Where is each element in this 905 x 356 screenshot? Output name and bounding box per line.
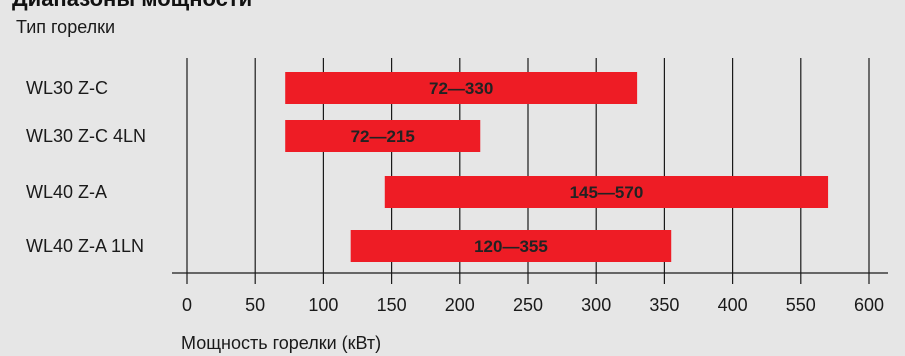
bar-value-label: 72—215 xyxy=(351,127,415,146)
range-bar xyxy=(350,230,672,262)
category-label: WL40 Z-A 1LN xyxy=(26,236,144,256)
range-bar xyxy=(384,176,829,208)
x-axis-title: Мощность горелки (кВт) xyxy=(181,333,382,353)
x-tick-label: 250 xyxy=(513,295,543,315)
range-bar xyxy=(285,120,481,152)
x-tick-label: 600 xyxy=(854,295,884,315)
x-tick-label: 550 xyxy=(786,295,816,315)
range-bar xyxy=(285,72,638,104)
category-label: WL30 Z-C 4LN xyxy=(26,126,146,146)
x-tick-label: 150 xyxy=(377,295,407,315)
x-tick-label: 200 xyxy=(445,295,475,315)
bar-value-label: 72—330 xyxy=(429,79,493,98)
chart-title-partial: Диапазоны мощности xyxy=(12,0,252,12)
x-tick-label: 50 xyxy=(245,295,265,315)
bar-layer xyxy=(285,72,829,262)
x-tick-label: 350 xyxy=(649,295,679,315)
label-layer: 0 50 100 150 200 250 300 350 400 550 600 72—330 WL30… xyxy=(26,78,884,315)
x-tick-label: 0 xyxy=(182,295,192,315)
bar-value-label: 145—570 xyxy=(570,183,644,202)
category-label: WL40 Z-A xyxy=(26,182,107,202)
x-tick-label: 300 xyxy=(581,295,611,315)
x-tick-label: 400 xyxy=(718,295,748,315)
bar-value-label: 120—355 xyxy=(474,237,548,256)
y-axis-title: Тип горелки xyxy=(16,17,116,37)
category-label: WL30 Z-C xyxy=(26,78,108,98)
x-tick-label: 100 xyxy=(308,295,338,315)
